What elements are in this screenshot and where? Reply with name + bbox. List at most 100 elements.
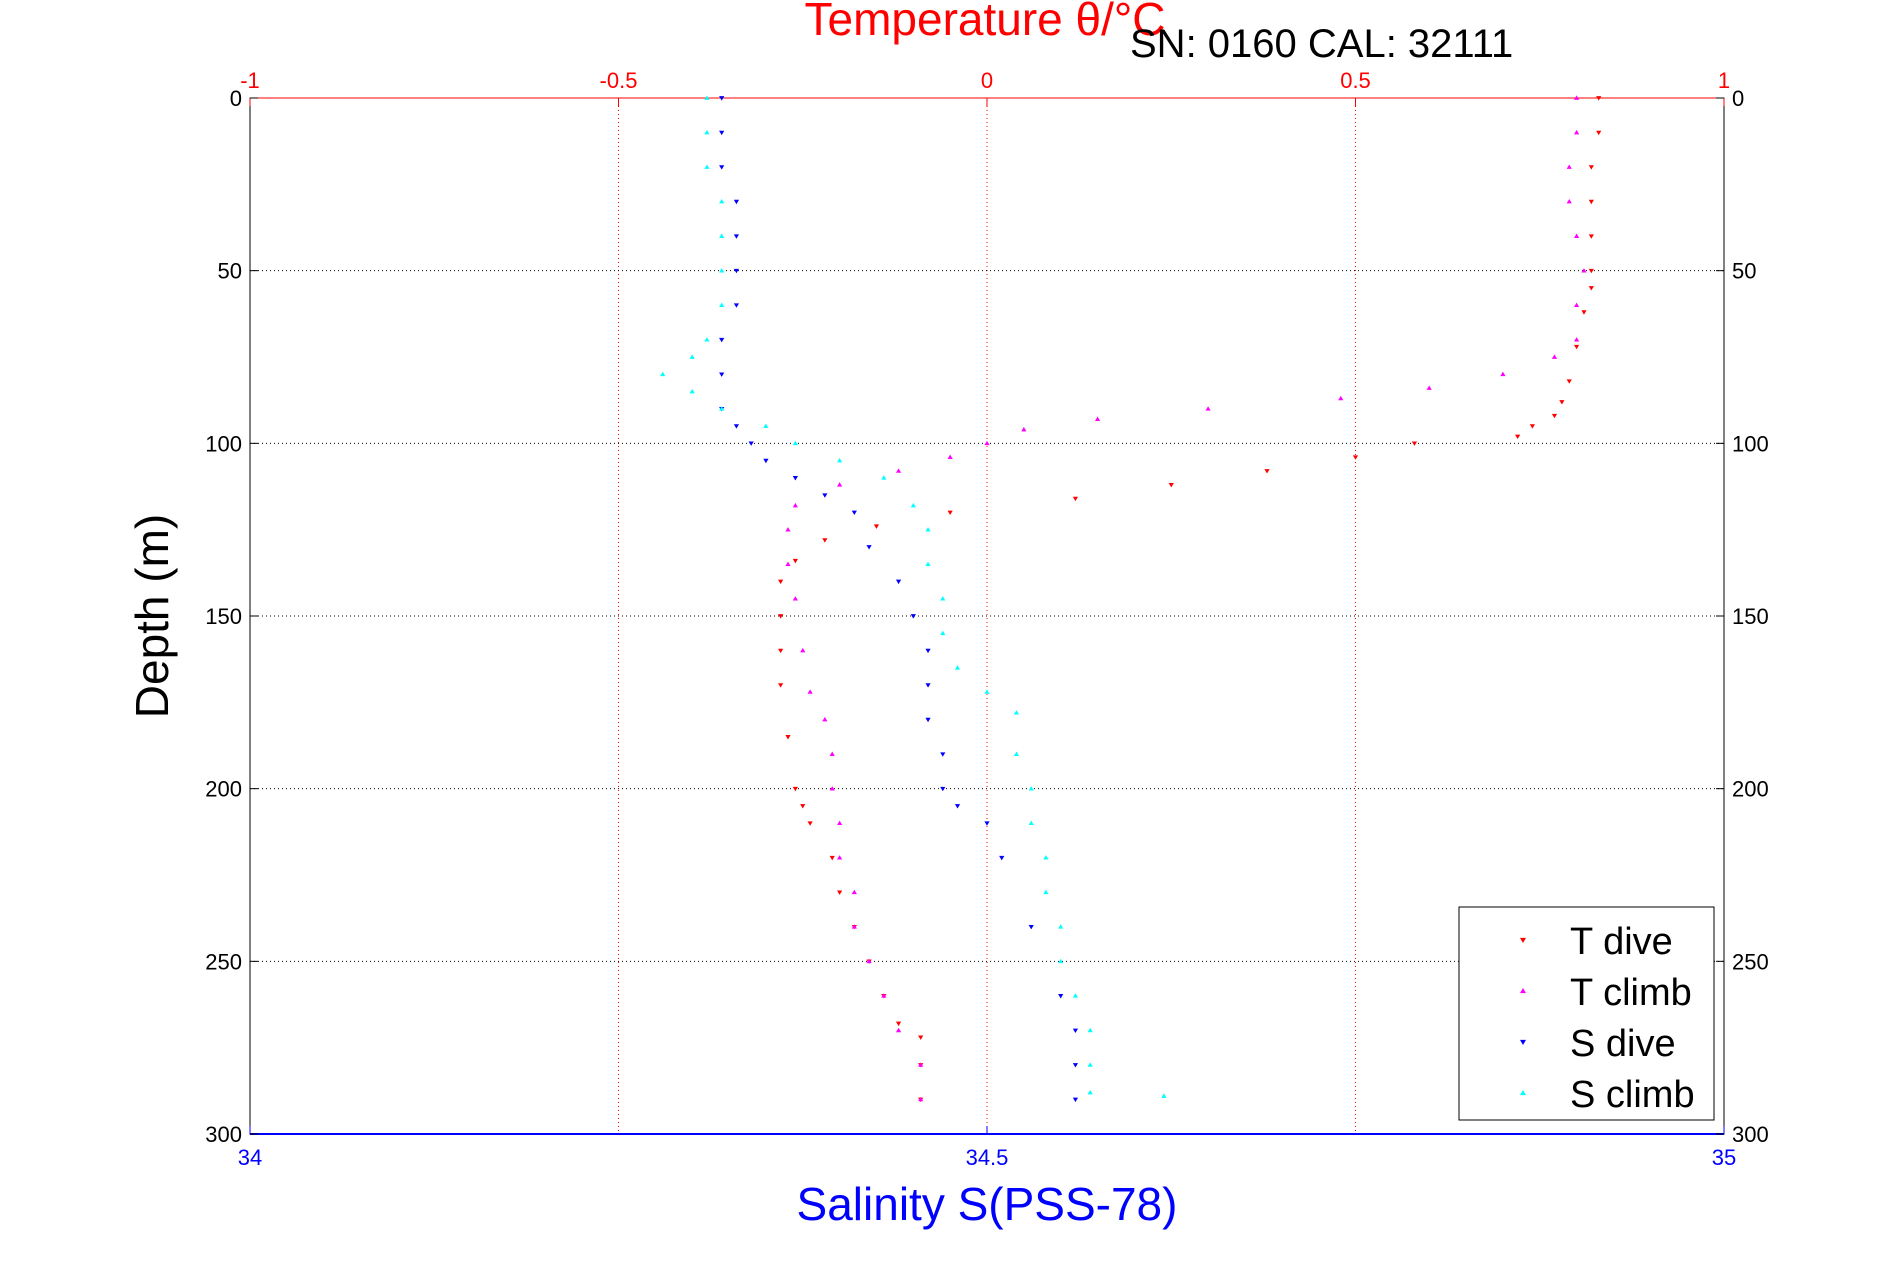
data-point — [778, 648, 784, 654]
data-point — [895, 468, 902, 473]
data-point — [1581, 268, 1587, 273]
data-point — [1087, 1089, 1093, 1095]
data-point — [1500, 371, 1506, 377]
data-point — [822, 538, 828, 543]
data-point — [1551, 354, 1558, 359]
data-point — [940, 630, 946, 636]
data-point — [792, 558, 798, 564]
salinity-tick-label: 34 — [238, 1145, 262, 1170]
data-point — [1559, 400, 1565, 405]
data-point — [719, 268, 725, 273]
data-point — [837, 820, 843, 826]
ticks: -1 -0.5 0 0.5 1 34 34.5 35 0 0 50 50 100 100 150 150 200… — [205, 68, 1768, 1170]
data-point — [837, 458, 843, 463]
series-s-dive — [719, 96, 1079, 1103]
data-point — [910, 614, 916, 619]
data-point — [822, 493, 828, 498]
data-point — [837, 482, 843, 487]
data-point — [763, 423, 769, 428]
data-point — [1338, 395, 1344, 401]
data-point — [733, 424, 740, 429]
data-point — [925, 717, 931, 723]
data-point — [829, 751, 835, 756]
data-point — [940, 786, 946, 792]
data-point — [1515, 434, 1521, 440]
data-point — [1352, 455, 1359, 460]
data-point — [1028, 786, 1034, 791]
data-point — [660, 371, 666, 377]
data-point — [719, 96, 725, 101]
data-point — [954, 665, 961, 670]
salinity-tick-label: 34.5 — [966, 1145, 1009, 1170]
data-point — [837, 855, 843, 860]
data-point — [719, 165, 725, 170]
data-point — [910, 502, 916, 508]
data-point — [1574, 95, 1580, 100]
series-t-climb — [785, 95, 1587, 1102]
data-point — [1072, 1028, 1079, 1033]
data-point — [895, 1027, 902, 1033]
data-point — [704, 95, 710, 100]
data-point — [1013, 710, 1020, 715]
data-point — [1072, 993, 1079, 998]
data-point — [1087, 1062, 1093, 1067]
data-point — [704, 164, 710, 169]
data-point — [1028, 820, 1034, 826]
data-point — [1551, 413, 1558, 419]
data-point — [918, 1035, 924, 1040]
data-point — [792, 502, 798, 508]
data-point — [1043, 855, 1049, 860]
depth-tick-label-left: 50 — [218, 259, 242, 284]
data-point — [1161, 1093, 1167, 1098]
depth-tick-label-left: 300 — [205, 1122, 242, 1147]
data-point — [792, 786, 798, 792]
data-point — [866, 958, 872, 964]
data-point — [1574, 129, 1580, 135]
data-point — [733, 268, 740, 274]
data-point — [1566, 164, 1572, 169]
data-point — [719, 233, 725, 238]
data-point — [837, 890, 843, 895]
bottom-axis-title: Salinity S(PSS-78) — [797, 1178, 1178, 1230]
data-point — [940, 596, 946, 601]
depth-tick-label-left: 100 — [205, 431, 242, 456]
depth-tick-label-left: 150 — [205, 604, 242, 629]
data-point — [1588, 286, 1594, 291]
data-point — [778, 683, 784, 688]
data-point — [918, 1096, 924, 1102]
data-point — [1574, 344, 1580, 350]
depth-tick-label-right: 150 — [1732, 604, 1769, 629]
data-point — [1043, 889, 1049, 895]
data-point — [1058, 958, 1064, 964]
legend-marker-s-dive — [1520, 1039, 1526, 1045]
data-point — [851, 510, 857, 515]
data-point — [792, 476, 798, 481]
legend-marker-t-dive — [1520, 937, 1526, 943]
data-point — [940, 752, 946, 757]
data-point — [984, 440, 990, 446]
data-point — [925, 683, 931, 688]
data-point — [1411, 441, 1418, 446]
legend-label-s-climb: S climb — [1570, 1074, 1695, 1116]
data-point — [807, 689, 813, 694]
data-point — [895, 579, 902, 585]
data-point — [1094, 416, 1101, 421]
legend-label-t-climb: T climb — [1570, 972, 1692, 1014]
data-point — [1021, 426, 1027, 432]
data-point — [947, 510, 953, 515]
data-point — [851, 924, 857, 929]
data-point — [829, 786, 835, 791]
data-point — [1596, 130, 1602, 136]
data-point — [704, 337, 710, 342]
depth-tick-label-left: 200 — [205, 777, 242, 802]
depth-tick-label-right: 100 — [1732, 431, 1769, 456]
data-point — [778, 579, 784, 585]
data-point — [829, 855, 835, 861]
data-point — [925, 648, 931, 654]
data-point — [1566, 199, 1572, 204]
data-point — [873, 524, 880, 529]
data-point — [1013, 751, 1020, 756]
data-point — [1588, 234, 1594, 239]
temperature-tick-label: -0.5 — [600, 68, 638, 93]
